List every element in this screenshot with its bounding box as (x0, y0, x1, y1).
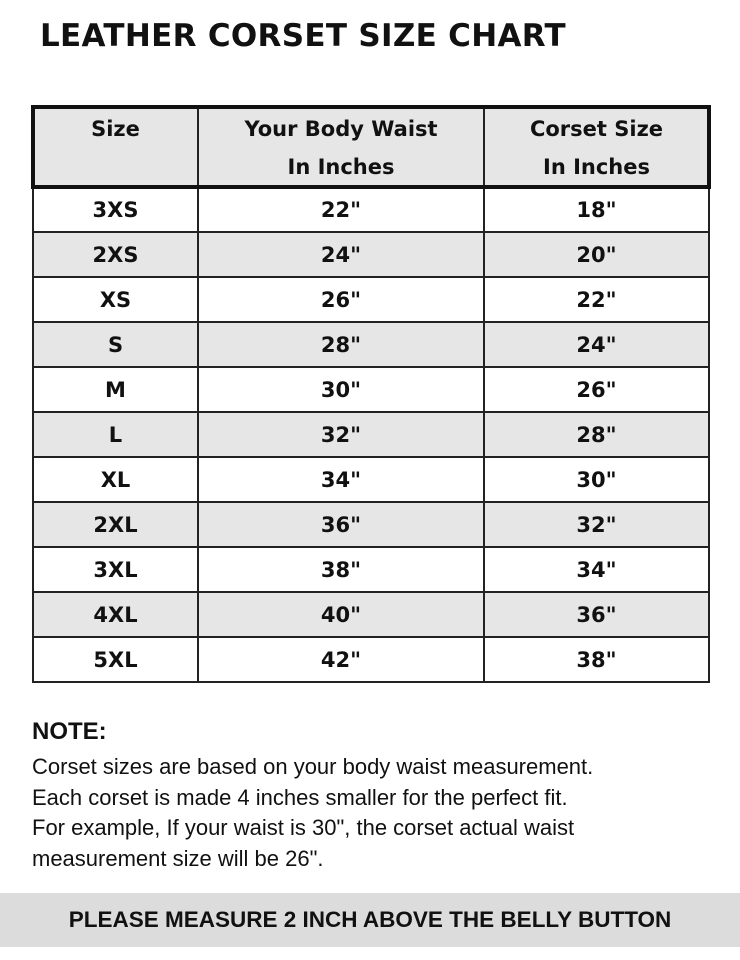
table-cell: 32" (197, 411, 485, 458)
note-line: measurement size will be 26". (32, 845, 324, 871)
table-row: 2XS 24" 20" (32, 231, 710, 278)
table-cell: XL (32, 456, 199, 503)
table-cell: 40" (197, 591, 485, 638)
size-table: Size Your Body Waist In Inches Corset Size I… (31, 105, 711, 683)
header-line: In Inches (543, 155, 650, 179)
note-line: For example, If your waist is 30", the c… (32, 815, 575, 840)
header-line: In Inches (287, 155, 395, 179)
header-cell: Corset Size In Inches (483, 106, 710, 188)
table-cell: M (32, 366, 199, 413)
table-row: M 30" 26" (32, 366, 710, 413)
table-cell: XS (32, 276, 199, 323)
table-cell: 22" (483, 276, 710, 323)
table-cell: 2XL (32, 501, 199, 548)
table-cell: S (32, 321, 199, 368)
table-cell: 5XL (32, 636, 199, 683)
header-row: Size Your Body Waist In Inches Corset Size I… (31, 105, 711, 189)
table-row: 3XS 22" 18" (32, 186, 710, 233)
table-body: 3XS 22" 18" 2XS 24" 20" XS 26" 22" S 28" 24" M 30" 26"… (32, 186, 710, 683)
table-cell: L (32, 411, 199, 458)
table-cell: 24" (197, 231, 485, 278)
table-cell: 2XS (32, 231, 199, 278)
table-cell: 38" (483, 636, 710, 683)
note: NOTE: Corset sizes are based on your bod… (32, 718, 593, 874)
table-cell: 38" (197, 546, 485, 593)
table-cell: 36" (197, 501, 485, 548)
table-cell: 24" (483, 321, 710, 368)
table-cell: 28" (483, 411, 710, 458)
note-heading: NOTE: (32, 718, 107, 745)
table-cell: 4XL (32, 591, 199, 638)
table-row: L 32" 28" (32, 411, 710, 458)
table-cell: 30" (483, 456, 710, 503)
table-cell: 34" (483, 546, 710, 593)
table-cell: 36" (483, 591, 710, 638)
note-line: Each corset is made 4 inches smaller for… (32, 784, 568, 810)
table-row: XS 26" 22" (32, 276, 710, 323)
table-row: XL 34" 30" (32, 456, 710, 503)
table-cell: 22" (197, 186, 485, 233)
header-cell: Your Body Waist In Inches (197, 106, 485, 188)
table-row: 5XL 42" 38" (32, 636, 710, 683)
table-cell: 3XS (32, 186, 199, 233)
table-cell: 26" (483, 366, 710, 413)
table-row: S 28" 24" (32, 321, 710, 368)
header-cell: Size (32, 106, 199, 188)
table-cell: 20" (483, 231, 710, 278)
table-cell: 34" (197, 456, 485, 503)
title: LEATHER CORSET SIZE CHART (40, 18, 566, 54)
table-cell: 32" (483, 501, 710, 548)
header-line: Your Body Waist (244, 117, 438, 141)
table-cell: 18" (483, 186, 710, 233)
table-cell: 30" (197, 366, 485, 413)
header-line: Size (91, 117, 140, 141)
table-cell: 3XL (32, 546, 199, 593)
table-cell: 28" (197, 321, 485, 368)
note-line: Corset sizes are based on your body wais… (32, 754, 594, 779)
note-text: Corset sizes are based on your body wais… (32, 752, 593, 874)
table-cell: 26" (197, 276, 485, 323)
table-row: 2XL 36" 32" (32, 501, 710, 548)
table-row: 4XL 40" 36" (32, 591, 710, 638)
table-cell: 42" (197, 636, 485, 683)
table-row: 3XL 38" 34" (32, 546, 710, 593)
footer-banner: PLEASE MEASURE 2 INCH ABOVE THE BELLY BU… (0, 893, 740, 947)
header-line: Corset Size (529, 117, 664, 141)
